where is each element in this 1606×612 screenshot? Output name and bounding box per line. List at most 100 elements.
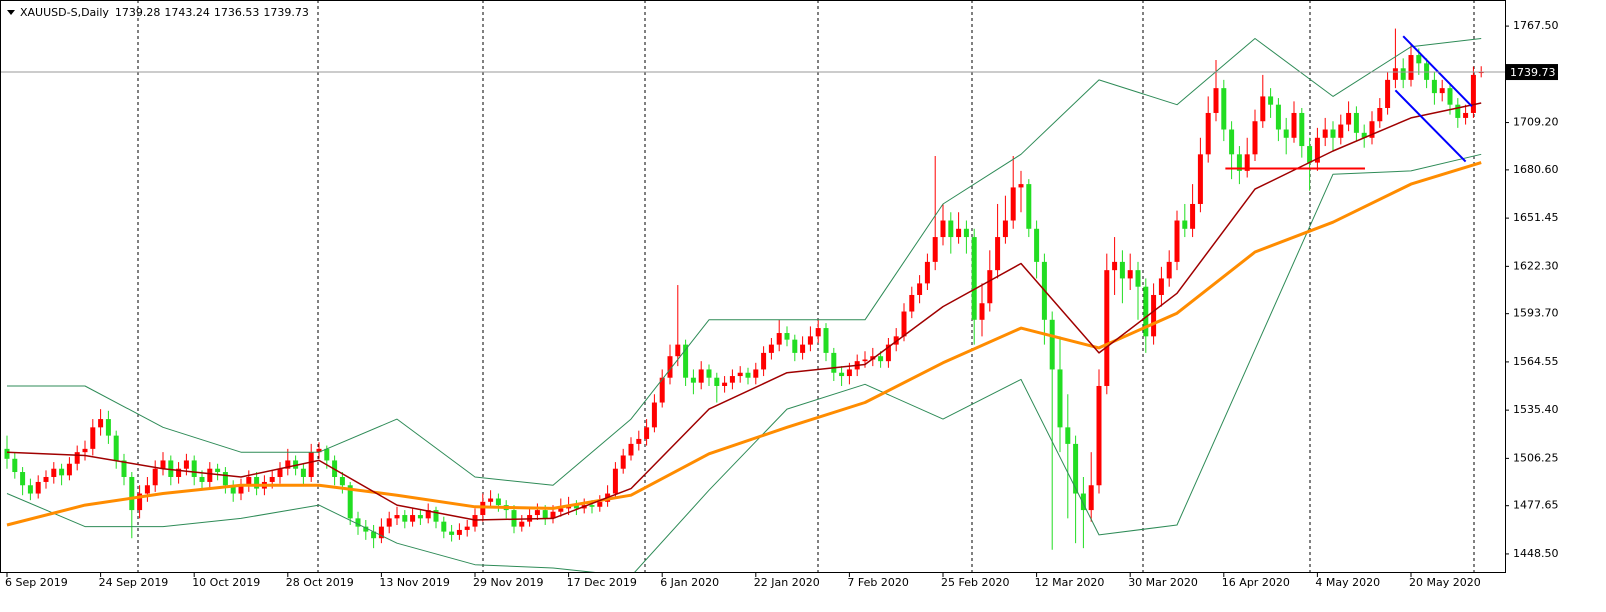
candle-body [1353,112,1359,133]
candle-body [347,485,353,519]
candle-body [1073,443,1079,494]
candle-body [651,402,657,428]
candle-body [612,468,618,494]
candle-body [1002,220,1008,238]
candle-body [300,468,306,477]
candle-body [215,468,221,473]
candle-body [948,220,954,238]
candle-body [901,311,907,337]
candle-body [1010,187,1016,221]
candle-body [1057,369,1063,428]
candle-body [1018,184,1024,188]
candle-body [589,505,595,507]
candle-body [230,485,236,494]
candle-body [839,372,845,377]
candle-body [168,460,174,477]
candle-body [519,521,525,527]
candle-body [1080,493,1086,511]
candle-body [1346,112,1352,125]
candle-body [1447,88,1453,105]
candle-body [675,344,681,357]
candle-body [402,515,408,522]
candle-body [573,505,579,509]
x-tick-label: 20 May 2020 [1409,576,1481,589]
candle-body [932,237,938,262]
candle-body [1182,220,1188,229]
candle-body [20,472,26,486]
candle-body [644,427,650,439]
candle-body [690,377,696,383]
candle-body [1291,112,1297,138]
candle-body [1166,261,1172,279]
candle-body [776,333,782,345]
close-value: 1739.73 [263,6,309,19]
candle-body [105,419,111,436]
candle-body [238,485,244,494]
candle-body [1439,88,1445,94]
candle-body [1197,154,1203,204]
y-tick-label: 1767.50 [1513,19,1559,32]
candle-body [355,518,361,527]
candle-body [683,344,689,378]
candle-body [831,352,837,373]
candle-body [378,526,384,539]
candle-body [191,460,197,477]
y-tick-label: 1709.20 [1513,116,1559,129]
x-tick-label: 17 Dec 2019 [567,576,637,589]
candle-body [113,435,119,461]
candle-body [956,228,962,238]
candle-body [1213,88,1219,113]
candle-body [441,521,447,532]
plot-area [1,1,1505,572]
candle-body [550,511,556,519]
candle-body [1463,112,1469,118]
candle-body [449,531,455,535]
candle-body [667,356,673,378]
candle-body [971,237,977,320]
candle-body [1369,121,1375,138]
y-tick-label: 1651.45 [1513,211,1559,224]
candle-body [753,369,759,378]
candle-body [293,460,299,469]
x-tick-label: 28 Oct 2019 [286,576,354,589]
x-tick-label: 16 Apr 2020 [1222,576,1290,589]
candle-body [308,452,314,477]
candle-body [745,372,751,378]
candle-body [12,458,18,473]
candle-body [722,382,728,386]
candle-body [82,448,88,453]
candle-body [1244,154,1250,171]
candle-body [1135,270,1141,287]
candle-body [27,485,33,494]
x-tick-label: 12 Mar 2020 [1035,576,1105,589]
candle-body [1330,129,1336,138]
candle-body [862,359,868,362]
candle-body [98,419,104,428]
candle-body [659,377,665,403]
candle-body [1400,68,1406,80]
candle-body [815,328,821,337]
candle-body [316,448,322,453]
price-label-box [1506,64,1558,81]
candle-body [979,303,985,320]
candle-body [558,508,564,512]
candle-body [597,501,603,507]
x-tick-label: 22 Jan 2020 [754,576,820,589]
menu-arrow[interactable] [7,10,15,15]
candle-body [1151,294,1157,337]
candle-body [1205,112,1211,155]
candle-body [1221,88,1227,130]
candle-body [940,220,946,238]
x-tick-label: 4 May 2020 [1315,576,1380,589]
candle-body [1470,74,1476,113]
candle-body [1361,132,1367,138]
candle-body [464,526,470,530]
candle-body [1158,278,1164,295]
candle-body [495,498,501,506]
candle-body [1260,96,1266,122]
candle-body [59,468,65,476]
candle-body [1377,107,1383,122]
candle-body [1112,261,1118,271]
candle-body [1229,129,1235,155]
candle-body [846,369,852,377]
